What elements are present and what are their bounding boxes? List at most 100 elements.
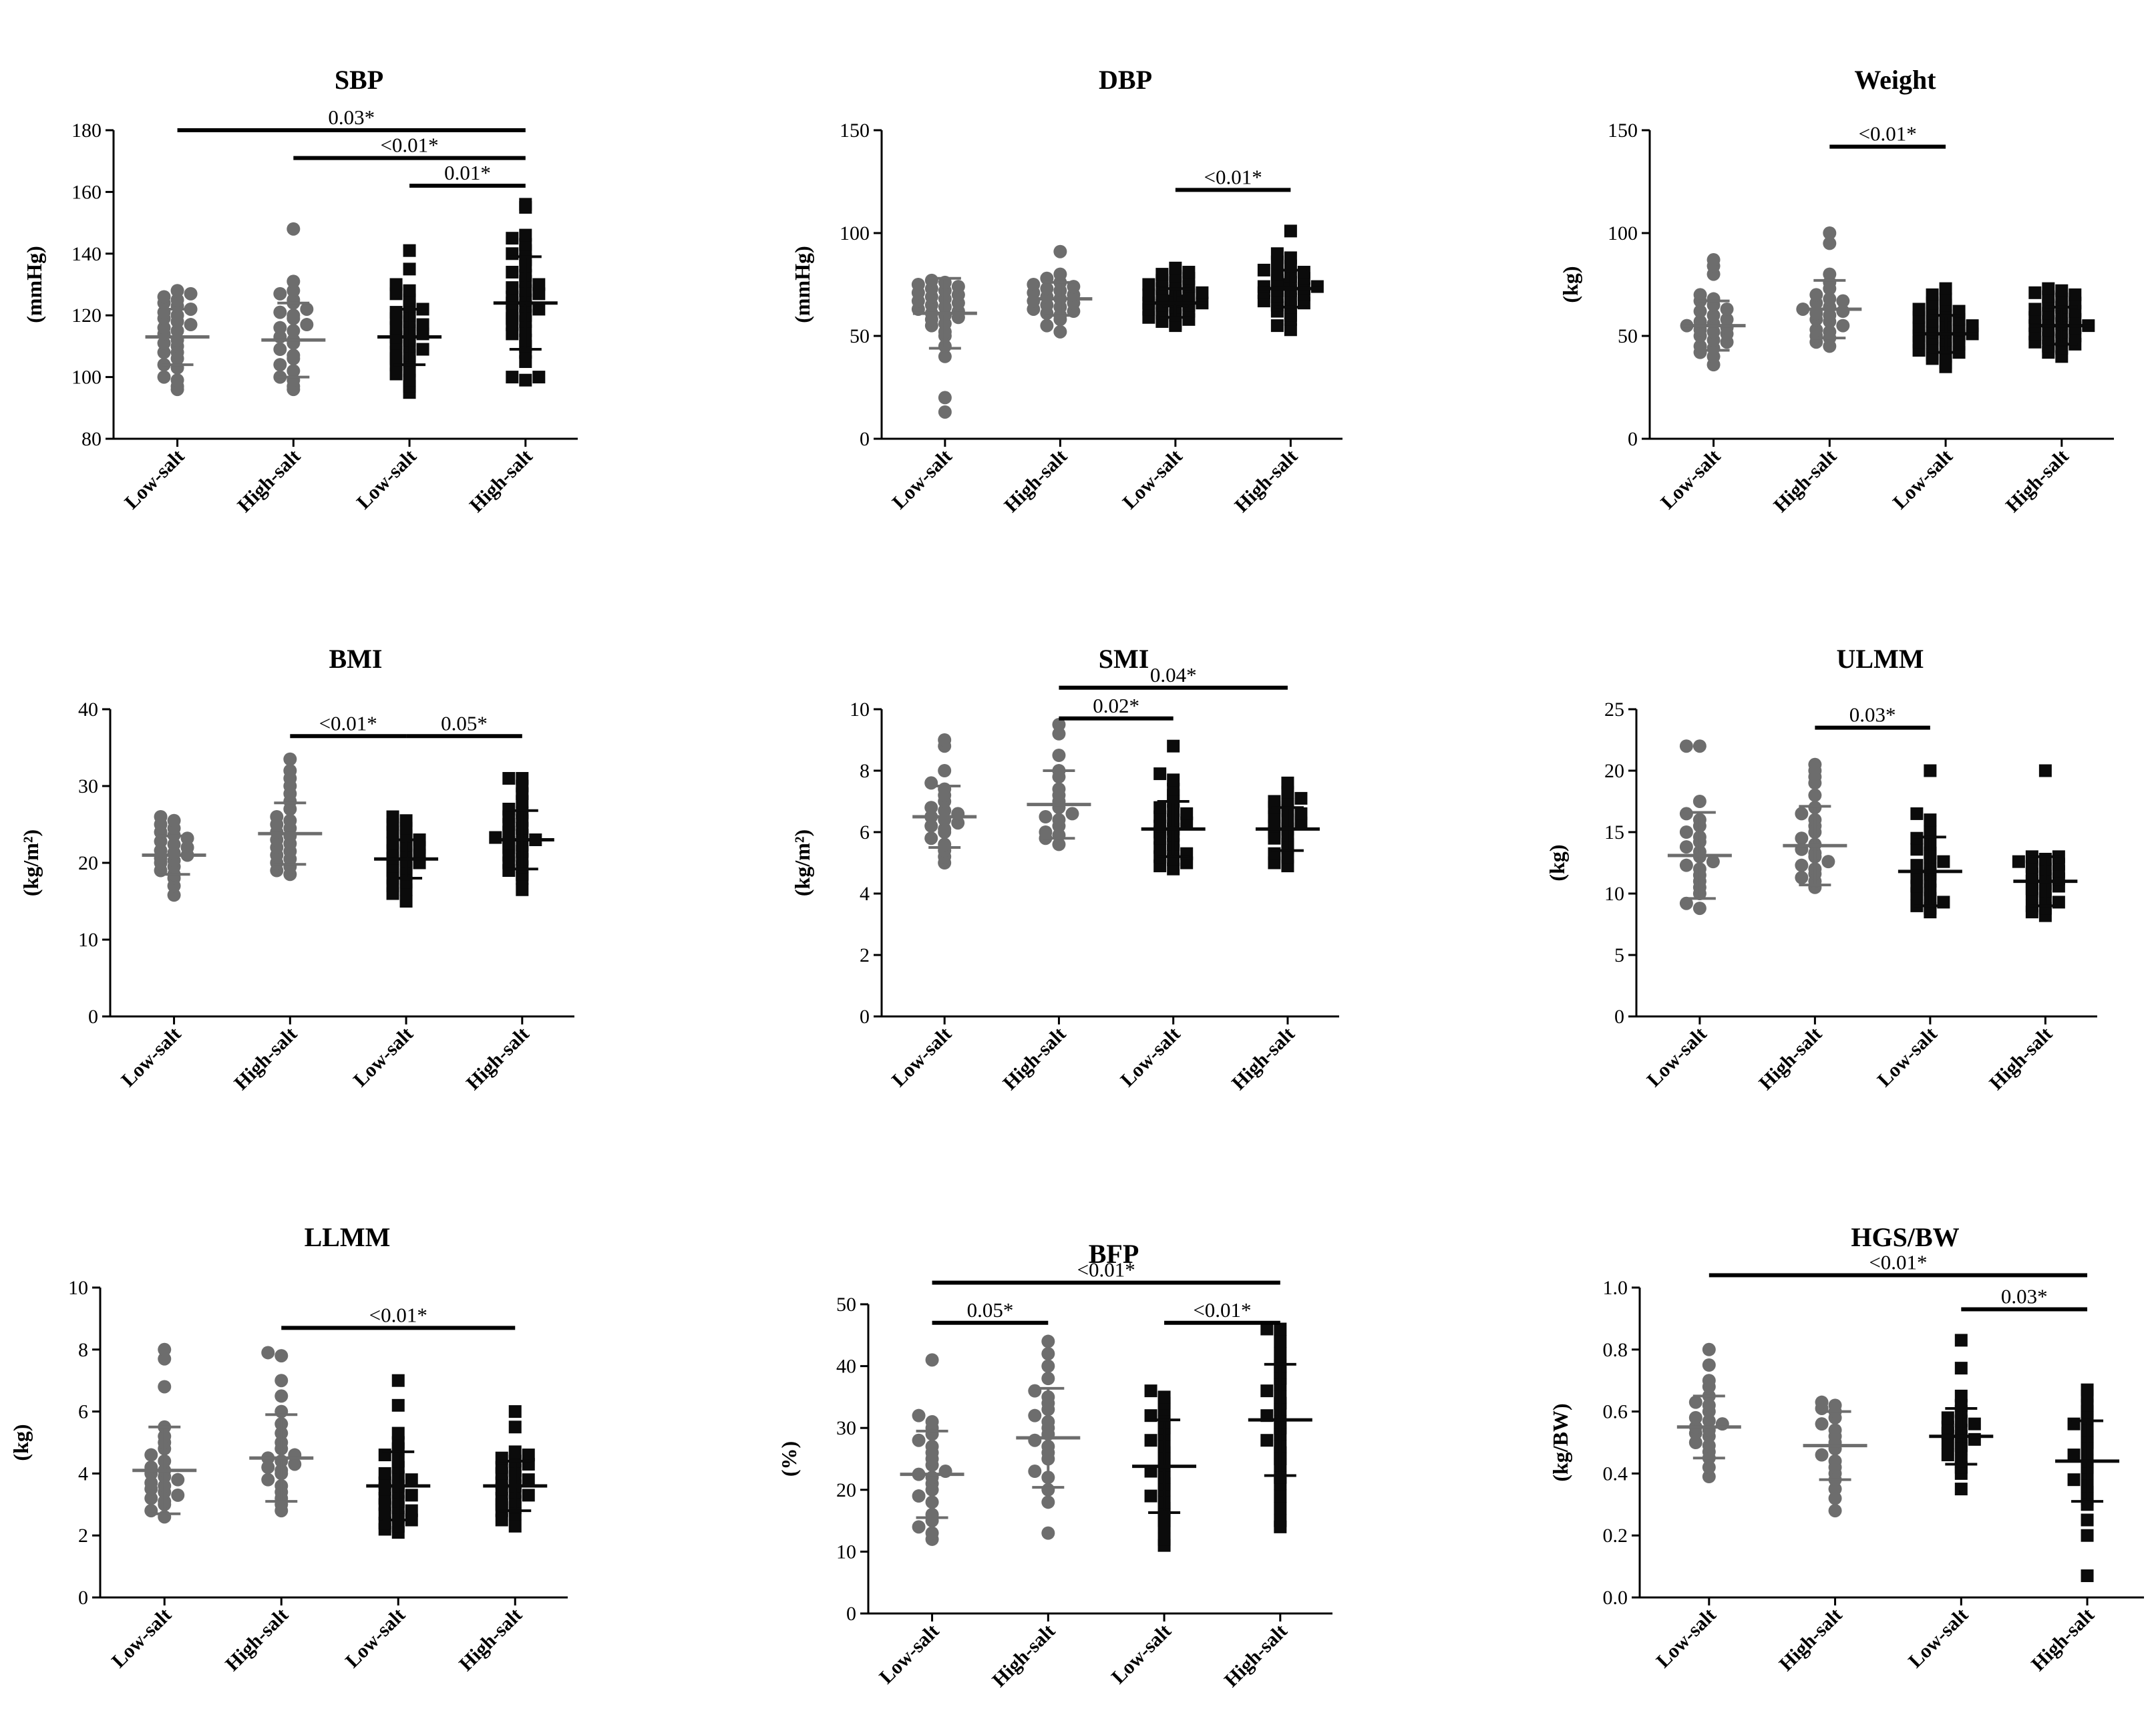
data-point [912, 1408, 926, 1422]
data-point [1040, 319, 1054, 333]
data-point [1692, 902, 1706, 916]
data-point [1274, 1514, 1287, 1527]
data-point [378, 1467, 391, 1480]
y-tick-label: 0 [1614, 1006, 1624, 1028]
y-tick-label: 10 [836, 1541, 856, 1563]
x-tick-label: Low-salt [888, 1023, 956, 1091]
data-point [1274, 1335, 1287, 1348]
data-point [378, 1449, 391, 1462]
x-tick-label: High-salt [455, 1604, 526, 1676]
data-point [144, 1491, 158, 1505]
p-value-label: 0.05* [967, 1298, 1014, 1322]
x-tick-label: Low-salt [1873, 1023, 1942, 1091]
y-tick-label: 0 [88, 1006, 98, 1028]
data-point [1041, 1526, 1055, 1540]
data-point [1274, 1347, 1287, 1360]
data-point [1795, 858, 1809, 872]
y-tick-label: 0.4 [1603, 1463, 1628, 1485]
data-point [519, 373, 532, 387]
data-point [273, 305, 287, 319]
data-point [1924, 764, 1937, 777]
p-value-label: <0.01* [380, 134, 438, 157]
y-tick-label: 160 [71, 181, 102, 203]
data-point [1939, 282, 1952, 295]
data-point [1260, 1322, 1274, 1336]
data-point [157, 290, 171, 304]
x-tick-label: Low-salt [1107, 1620, 1176, 1688]
data-point [1815, 1395, 1829, 1409]
data-point [157, 321, 171, 335]
y-tick-label: 140 [71, 243, 102, 265]
chart-title: DBP [1099, 65, 1152, 95]
data-point [1823, 226, 1837, 240]
data-point [2069, 288, 2082, 301]
chart-panel-1: SBP (mmHg) 80 100 120 140 160 180 Low-salt High-s… [22, 65, 578, 517]
data-point [532, 303, 546, 316]
x-tick-label: High-salt [2002, 445, 2073, 517]
x-tick-label: High-salt [1228, 1023, 1299, 1095]
data-point [1294, 807, 1308, 820]
x-tick-label: Low-salt [1904, 1604, 1972, 1672]
data-point [1270, 247, 1284, 260]
data-point [1144, 1434, 1157, 1447]
data-point [924, 776, 938, 790]
chart-panel-6: ULMM (kg) 0 5 10 15 20 25 Low-salt High-salt Low-s… [1545, 644, 2097, 1095]
data-point [938, 405, 952, 419]
data-point [287, 274, 301, 289]
data-point [911, 278, 925, 291]
y-tick-label: 2 [78, 1525, 88, 1547]
data-point [158, 1380, 172, 1394]
data-point [1692, 795, 1706, 808]
data-point [270, 810, 284, 823]
data-point [1274, 1322, 1287, 1336]
data-point [300, 318, 314, 332]
y-tick-label: 0 [1628, 428, 1638, 450]
x-tick-label: High-salt [230, 1023, 301, 1095]
data-point [1142, 288, 1155, 301]
data-point [1795, 871, 1809, 885]
data-point [1679, 825, 1693, 839]
data-point [506, 266, 519, 279]
data-point [1257, 280, 1270, 293]
data-point [1274, 1502, 1287, 1515]
data-point [167, 813, 181, 827]
x-tick-label: Low-salt [349, 1023, 417, 1091]
data-point [273, 321, 287, 335]
data-point [300, 302, 314, 316]
data-point [925, 1414, 939, 1428]
x-tick-label: Low-salt [117, 1023, 185, 1091]
data-point [508, 1519, 522, 1533]
y-axis-label: (%) [777, 1441, 801, 1477]
data-point [287, 222, 301, 236]
y-tick-label: 150 [1608, 120, 1638, 142]
data-point [1815, 1417, 1829, 1431]
data-point [1702, 1342, 1716, 1356]
data-point [1028, 1433, 1042, 1447]
data-point [912, 1433, 926, 1447]
data-point [2012, 855, 2025, 868]
y-tick-label: 2 [860, 944, 870, 966]
data-point [1702, 1461, 1716, 1475]
data-point [1041, 1347, 1055, 1361]
x-tick-label: High-salt [2027, 1604, 2099, 1676]
data-point [506, 232, 519, 245]
data-point [154, 810, 168, 823]
chart-title: ULMM [1836, 644, 1924, 674]
x-tick-label: Low-salt [1652, 1604, 1720, 1672]
data-point [1028, 1465, 1042, 1479]
data-point [1968, 1417, 1981, 1430]
p-value-label: 0.05* [441, 711, 488, 735]
data-point [1910, 843, 1924, 856]
data-point [1706, 855, 1720, 869]
data-point [154, 834, 168, 848]
data-point [2028, 303, 2042, 316]
data-point [1180, 847, 1194, 860]
data-point [1142, 278, 1155, 291]
p-value-label: 0.01* [444, 161, 491, 184]
y-tick-label: 50 [1618, 325, 1638, 347]
y-tick-label: 50 [836, 1294, 856, 1316]
data-point [2081, 1383, 2094, 1396]
data-point [170, 373, 184, 387]
data-point [1260, 1434, 1274, 1447]
